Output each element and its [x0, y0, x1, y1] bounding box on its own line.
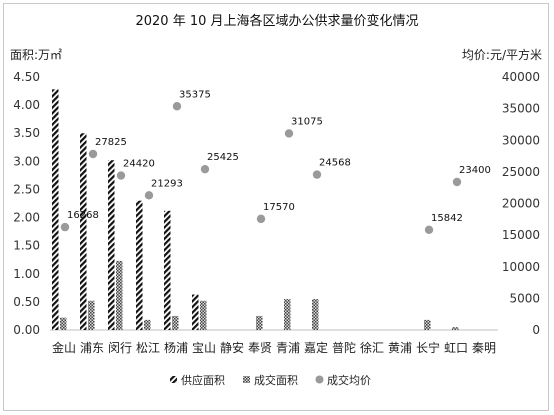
x-category-label: 虹口	[444, 341, 468, 355]
legend-label: 供应面积	[181, 373, 225, 387]
y-right-tick-label: 35000	[502, 102, 540, 116]
deal-price-dot	[452, 177, 462, 187]
deal-area-bar	[116, 260, 123, 330]
y-right-tick-label: 0	[532, 323, 540, 337]
y-right-tick-label: 40000	[502, 70, 540, 84]
x-category-label: 徐汇	[360, 340, 384, 355]
deal-price-label: 31075	[291, 116, 323, 127]
deal-price-dot	[60, 222, 70, 232]
y-right-tick-label: 10000	[502, 260, 540, 274]
legend-swatch-supply	[170, 376, 177, 383]
deal-area-bar	[312, 299, 319, 330]
x-category-label: 静安	[220, 340, 244, 355]
deal-price-label: 16268	[67, 210, 99, 221]
deal-price-label: 27825	[95, 137, 127, 148]
y-left-tick-label: 1.50	[13, 239, 40, 253]
supply-area-bar	[164, 210, 171, 330]
x-category-label: 长宁	[416, 340, 440, 355]
deal-price-label: 23400	[459, 165, 491, 176]
x-category-label: 松江	[136, 341, 160, 355]
y-left-tick-label: 0.50	[13, 295, 40, 309]
x-category-label: 金山	[52, 340, 76, 355]
deal-price-dot	[284, 129, 294, 138]
supply-area-bar	[52, 89, 59, 330]
y-axis-right-title: 均价:元/平方米	[461, 48, 542, 62]
deal-price-dot	[312, 170, 322, 179]
deal-price-label: 24420	[123, 159, 155, 170]
deal-price-dot	[200, 164, 210, 174]
deal-area-bar	[256, 315, 263, 330]
x-category-label: 秦明	[472, 341, 496, 355]
y-axis-left-title: 面积:万㎡	[10, 48, 63, 62]
deal-area-bar	[452, 327, 459, 330]
legend-label: 成交面积	[254, 373, 298, 387]
y-right-tick-label: 20000	[502, 197, 540, 211]
supply-area-bar	[80, 133, 87, 330]
x-category-label: 闵行	[108, 340, 132, 355]
deal-area-bar	[88, 300, 95, 330]
y-left-tick-label: 0.00	[13, 323, 40, 337]
x-category-label: 青浦	[276, 341, 300, 355]
legend-swatch-deal	[243, 376, 250, 383]
x-category-label: 黄浦	[388, 341, 412, 355]
deal-area-bar	[424, 319, 431, 330]
deal-price-dot	[144, 191, 154, 200]
deal-area-bar	[144, 319, 151, 330]
chart-frame	[3, 3, 549, 411]
x-category-label: 奉贤	[248, 341, 272, 355]
deal-price-label: 35375	[179, 89, 211, 100]
x-category-label: 杨浦	[164, 340, 188, 355]
y-left-tick-label: 2.50	[13, 182, 40, 196]
y-left-tick-label: 3.50	[13, 126, 40, 140]
x-category-label: 宝山	[192, 341, 216, 355]
y-left-tick-label: 2.00	[13, 211, 40, 225]
chart-title: 2020 年 10 月上海各区域办公供求量价变化情况	[135, 14, 419, 29]
deal-price-dot	[424, 225, 434, 234]
supply-area-bar	[108, 160, 115, 330]
deal-area-bar	[200, 300, 207, 330]
legend-label: 成交均价	[327, 373, 371, 387]
y-left-tick-label: 3.00	[13, 154, 40, 168]
supply-area-bar	[136, 200, 143, 330]
legend-swatch-price	[315, 375, 324, 384]
y-right-tick-label: 5000	[509, 291, 540, 305]
deal-price-dot	[172, 102, 182, 111]
deal-price-label: 24568	[319, 158, 351, 169]
x-category-label: 普陀	[332, 340, 356, 355]
deal-area-bar	[172, 315, 179, 330]
deal-price-dot	[256, 214, 266, 224]
x-category-label: 嘉定	[304, 340, 328, 355]
y-right-tick-label: 30000	[502, 133, 540, 147]
supply-area-bar	[192, 294, 199, 330]
deal-price-label: 17570	[263, 202, 295, 213]
deal-area-bar	[284, 299, 291, 330]
y-right-tick-label: 25000	[502, 165, 540, 179]
y-right-tick-label: 15000	[502, 228, 540, 242]
y-left-tick-label: 4.00	[13, 98, 40, 112]
deal-price-label: 25425	[207, 152, 239, 163]
x-category-label: 浦东	[80, 341, 104, 355]
deal-area-bar	[60, 317, 67, 330]
y-left-tick-label: 1.00	[13, 267, 40, 281]
y-left-tick-label: 4.50	[13, 70, 40, 84]
deal-price-dot	[116, 171, 126, 180]
deal-price-label: 21293	[151, 178, 183, 189]
deal-price-dot	[88, 149, 98, 159]
deal-price-label: 15842	[431, 213, 463, 224]
